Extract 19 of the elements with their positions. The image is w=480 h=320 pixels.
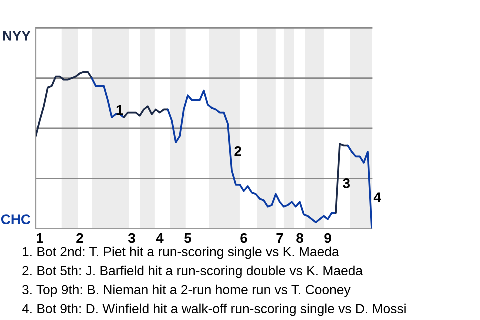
text: NYY bbox=[3, 31, 31, 41]
annotation: 1 bbox=[116, 105, 124, 116]
x-tick-label: 2 bbox=[76, 233, 84, 244]
x-tick-label: 1 bbox=[37, 233, 44, 244]
annotation: 3 bbox=[343, 178, 350, 188]
x-tick-label: 9 bbox=[324, 233, 332, 244]
x-tick-label: 6 bbox=[240, 233, 248, 244]
text: 3. Top 9th: B. Nieman hit a 2-run home run vs T. Cooney bbox=[22, 284, 351, 298]
text: CHC bbox=[1, 214, 31, 225]
x-tick-label: 3 bbox=[128, 233, 136, 244]
text: 4. Bot 9th: D. Winfield hit a walk-off run-scoring single vs D. Mossi bbox=[22, 304, 406, 316]
x-tick-label: 5 bbox=[184, 233, 192, 244]
annotation: 2 bbox=[234, 146, 242, 156]
text: 2. Bot 5th: J. Barfield hit a run-scoring double vs K. Maeda bbox=[22, 266, 364, 278]
x-tick-label: 8 bbox=[296, 233, 304, 244]
x-tick-label: 7 bbox=[276, 233, 284, 244]
text: 4 bbox=[374, 192, 382, 202]
x-tick-label: 4 bbox=[156, 233, 164, 244]
text: 1. Bot 2nd: T. Piet hit a run-scoring single vs K. Maeda bbox=[23, 246, 340, 260]
